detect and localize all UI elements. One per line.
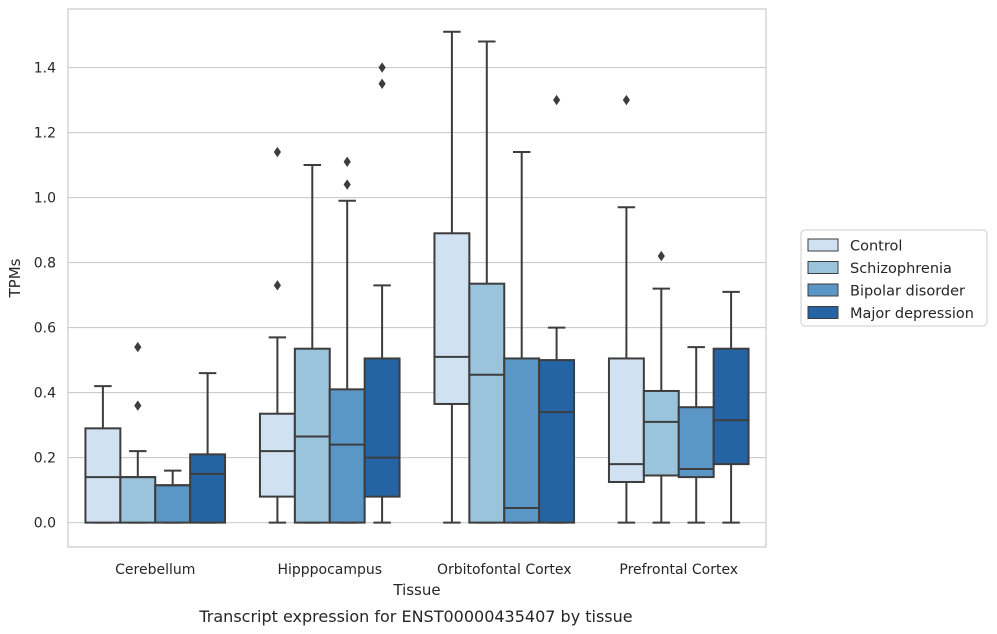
x-tick-label: Prefrontal Cortex xyxy=(619,562,738,578)
legend-entry: Control xyxy=(850,239,902,255)
legend-swatch xyxy=(807,238,839,252)
x-axis-label: Tissue xyxy=(392,581,440,599)
x-tick-label: Orbitofontal Cortex xyxy=(437,562,572,578)
outlier-point xyxy=(273,280,281,291)
box-major-depression xyxy=(363,62,401,524)
box-iqr xyxy=(677,406,715,479)
box-iqr xyxy=(433,232,471,405)
box-bipolar-disorder xyxy=(677,346,715,524)
legend-entry: Major depression xyxy=(850,306,974,322)
box-iqr xyxy=(154,484,192,524)
y-tick-label: 0.2 xyxy=(34,451,56,467)
legend-entry: Bipolar disorder xyxy=(850,284,965,300)
box-iqr xyxy=(363,357,401,498)
box-iqr xyxy=(189,453,227,524)
outlier-point xyxy=(343,156,351,167)
box-iqr xyxy=(258,412,296,498)
box-major-depression xyxy=(712,290,750,524)
y-tick-label: 1.2 xyxy=(34,126,56,142)
box-iqr xyxy=(328,388,366,524)
box-bipolar-disorder xyxy=(154,469,192,524)
grid-lines xyxy=(68,66,766,524)
boxes xyxy=(84,30,750,524)
y-axis-ticks: 0.0 0.2 0.4 0.6 0.8 1.0 1.2 1.4 xyxy=(34,61,56,532)
outlier-point xyxy=(622,94,630,106)
outlier-point xyxy=(378,78,386,89)
outlier-point xyxy=(273,146,281,158)
y-tick-label: 0.4 xyxy=(34,386,56,402)
box-iqr xyxy=(503,357,541,524)
chart-caption: Transcript expression for ENST0000043540… xyxy=(198,607,632,626)
box-iqr xyxy=(468,282,506,524)
legend-frame xyxy=(800,229,988,327)
box-schizophrenia xyxy=(468,40,506,524)
box-major-depression xyxy=(189,372,227,524)
y-axis-label: TPMs xyxy=(6,258,24,298)
x-tick-label: Cerebellum xyxy=(115,562,195,578)
x-tick-label: Hipppocampus xyxy=(277,562,382,578)
outlier-point xyxy=(553,94,561,106)
box-major-depression xyxy=(538,94,576,524)
box-iqr xyxy=(84,427,122,524)
box-control xyxy=(258,146,296,524)
box-iqr xyxy=(119,476,157,524)
outlier-point xyxy=(657,250,665,262)
legend-swatch xyxy=(807,283,839,297)
y-tick-label: 0.0 xyxy=(34,516,56,532)
y-tick-label: 0.8 xyxy=(34,256,56,272)
outlier-point xyxy=(134,341,142,353)
box-bipolar-disorder xyxy=(503,151,541,524)
box-iqr xyxy=(607,357,645,483)
legend-swatch xyxy=(807,306,839,319)
box-iqr xyxy=(642,389,680,477)
x-axis-ticks: Cerebellum Hipppocampus Orbitofontal Corte… xyxy=(115,562,738,578)
outlier-point xyxy=(134,400,142,411)
box-iqr xyxy=(712,347,750,466)
box-schizophrenia xyxy=(119,341,157,524)
legend-swatch xyxy=(807,261,839,274)
box-control xyxy=(607,94,645,524)
legend: Control Schizophrenia Bipolar disorder Majo… xyxy=(800,229,988,327)
box-bipolar-disorder xyxy=(328,156,366,524)
box-control xyxy=(84,385,122,524)
plot-area-frame xyxy=(67,8,767,548)
outlier-point xyxy=(343,179,351,190)
box-control xyxy=(433,30,471,524)
y-tick-label: 1.4 xyxy=(34,61,56,77)
box-schizophrenia xyxy=(293,164,331,524)
box-iqr xyxy=(538,359,576,524)
y-tick-label: 0.6 xyxy=(34,321,56,337)
outlier-point xyxy=(378,62,386,73)
box-schizophrenia xyxy=(642,250,680,524)
y-tick-label: 1.0 xyxy=(34,191,56,207)
legend-entry: Schizophrenia xyxy=(850,261,952,277)
